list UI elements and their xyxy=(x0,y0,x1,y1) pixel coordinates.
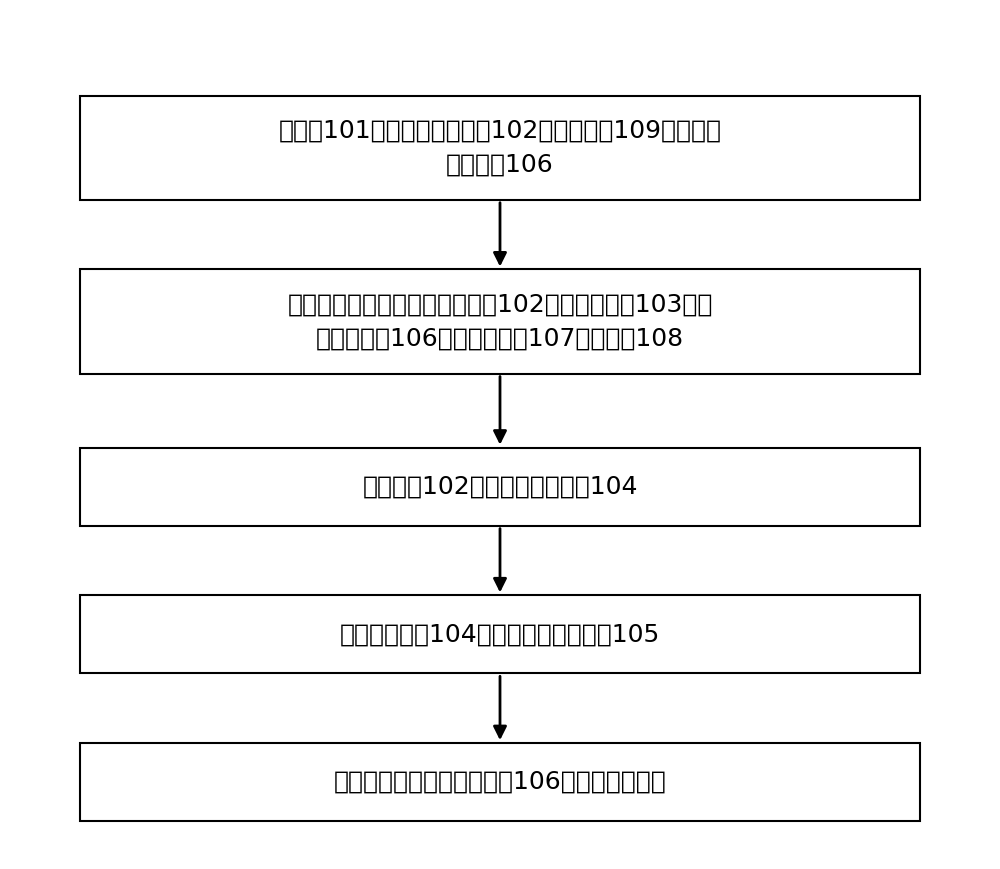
Bar xyxy=(80,269,920,374)
Bar xyxy=(80,448,920,526)
Text: 用飞秒激光还原法在第一介质层102上制备栅电极103，在
第三介质层106上制作源电极107、漏电极108: 用飞秒激光还原法在第一介质层102上制备栅电极103，在 第三介质层106上制作… xyxy=(287,293,713,350)
Bar xyxy=(80,96,920,200)
Text: 在第二介质层104上旋涂有机半导体层105: 在第二介质层104上旋涂有机半导体层105 xyxy=(340,622,660,647)
Bar xyxy=(80,595,920,673)
Text: 在衬底101上旋涂第一介质层102，在封装层109上旋涂第
三介质层106: 在衬底101上旋涂第一介质层102，在封装层109上旋涂第 三介质层106 xyxy=(278,119,722,176)
Bar xyxy=(80,743,920,821)
Text: 将源漏电极和有机半导体层106对齐组装到一起: 将源漏电极和有机半导体层106对齐组装到一起 xyxy=(334,770,666,794)
Text: 在栅电极102上旋涂第二介质层104: 在栅电极102上旋涂第二介质层104 xyxy=(362,474,638,499)
